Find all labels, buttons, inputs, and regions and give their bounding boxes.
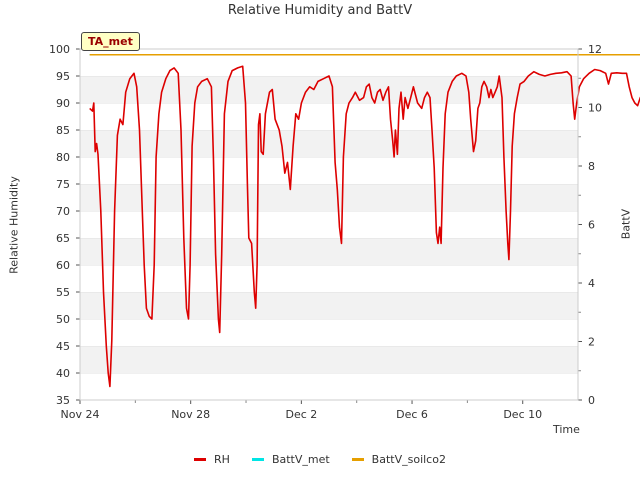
legend-item-battv-met: BattV_met [251, 453, 330, 466]
legend-label-rh: RH [214, 453, 230, 466]
plot-frame [79, 48, 579, 401]
x-axis-ticks: Nov 24 Nov 28 Dec 2 Dec 6 Dec 10 [61, 400, 542, 421]
grid-band [80, 184, 578, 211]
grid-band [80, 319, 578, 346]
y-left-tick-label: 95 [56, 70, 70, 83]
grid-band [80, 346, 578, 373]
y-right-tick-label: 2 [588, 336, 595, 349]
y-left-tick-label: 65 [56, 232, 70, 245]
y-left-tick-label: 55 [56, 286, 70, 299]
y-left-tick-label: 70 [56, 205, 70, 218]
y-left-tick-label: 45 [56, 340, 70, 353]
legend-swatch-battv-met [251, 458, 264, 461]
y-left-tick-label: 40 [56, 367, 70, 380]
y-left-tick-label: 100 [49, 43, 70, 56]
grid-band [80, 265, 578, 292]
y-left-tick-label: 85 [56, 124, 70, 137]
y-right-tick-label: 0 [588, 394, 595, 407]
y-axis-left-label: Relative Humidity [7, 176, 21, 274]
grid-band [80, 292, 578, 319]
x-tick-label: Dec 10 [503, 408, 542, 421]
legend: RH BattV_met BattV_soilco2 [0, 453, 640, 466]
chart-title: Relative Humidity and BattV [227, 3, 413, 18]
y-right-tick-label: 4 [588, 277, 595, 290]
x-tick-label: Dec 2 [285, 408, 317, 421]
y-axis-left-ticks: 35 40 45 50 55 60 65 70 75 80 85 90 95 100 [49, 43, 80, 407]
grid-bands [80, 48, 578, 400]
grid-band [80, 76, 578, 103]
y-right-tick-label: 8 [588, 160, 595, 173]
x-tick-label: Nov 24 [61, 408, 100, 421]
grid-band [80, 103, 578, 130]
y-left-tick-label: 60 [56, 259, 70, 272]
grid-band [80, 157, 578, 184]
grid-band [80, 49, 578, 76]
y-left-tick-label: 75 [56, 178, 70, 191]
legend-swatch-rh [194, 458, 207, 461]
site-badge: TA_met [81, 32, 140, 51]
y-left-tick-label: 80 [56, 151, 70, 164]
y-axis-right-label: BattV [619, 208, 633, 240]
x-axis-label: Time [553, 423, 580, 436]
y-left-tick-label: 90 [56, 97, 70, 110]
y-right-tick-label: 6 [588, 219, 595, 232]
legend-label-battv-soilco2: BattV_soilco2 [371, 453, 446, 466]
series-rh-line [89, 65, 640, 388]
legend-item-rh: RH [194, 453, 230, 466]
legend-label-battv-met: BattV_met [271, 453, 330, 466]
grid-band [80, 238, 578, 265]
y-axis-right-ticks: 0 2 4 6 8 10 12 [578, 43, 602, 407]
x-tick-label: Dec 6 [396, 408, 428, 421]
grid-band [80, 211, 578, 238]
x-tick-label: Nov 28 [171, 408, 210, 421]
y-right-tick-label: 12 [588, 43, 602, 56]
grid-band [80, 373, 578, 400]
legend-swatch-battv-soilco2 [351, 458, 364, 461]
y-left-tick-label: 35 [56, 394, 70, 407]
series-layer [89, 54, 640, 388]
series-battv-soilco2-line [89, 54, 640, 56]
y-right-tick-label: 10 [588, 102, 602, 115]
legend-item-battv-soilco2: BattV_soilco2 [351, 453, 446, 466]
y-left-tick-label: 50 [56, 313, 70, 326]
grid-band [80, 130, 578, 157]
